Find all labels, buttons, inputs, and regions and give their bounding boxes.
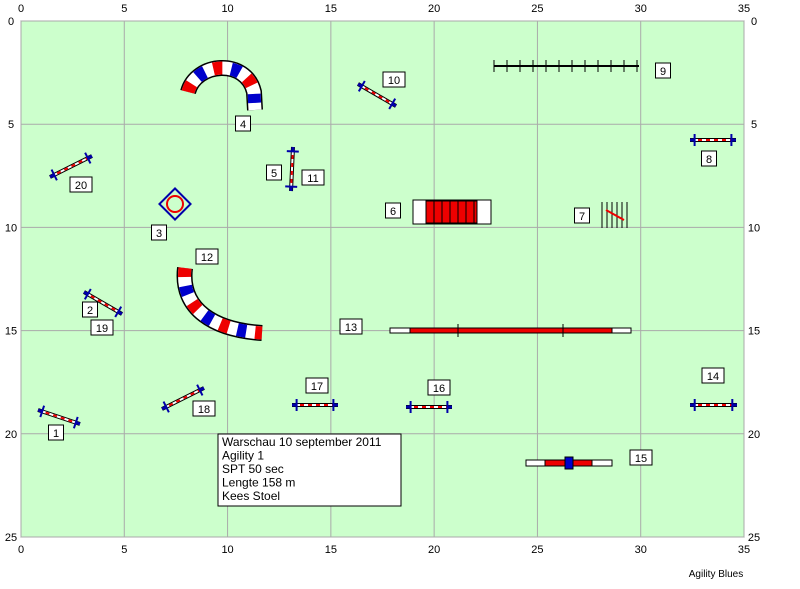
jump-post	[84, 292, 88, 294]
x-tick-label: 5	[121, 544, 127, 556]
info-line: Lengte 158 m	[222, 476, 295, 490]
obstacle-label: 6	[390, 206, 396, 218]
info-line: Warschau 10 september 2011	[222, 435, 382, 449]
jump-post	[76, 423, 80, 424]
y-tick-label: 25	[5, 532, 17, 544]
x-tick-label: 35	[738, 544, 750, 556]
obstacle-label: 10	[388, 75, 400, 87]
obstacle-label: 12	[201, 252, 213, 264]
y-tick-label: 0	[751, 16, 757, 28]
obstacle-label: 19	[96, 323, 108, 335]
jump-post	[38, 410, 42, 411]
y-tick-label: 25	[748, 532, 760, 544]
dogwalk	[410, 328, 612, 333]
x-tick-label: 20	[428, 3, 440, 15]
obstacle-label: 3	[156, 228, 162, 240]
info-line: Agility 1	[222, 449, 264, 463]
y-tick-label: 20	[748, 429, 760, 441]
x-tick-label: 25	[531, 544, 543, 556]
y-tick-label: 5	[8, 119, 14, 131]
x-tick-label: 25	[531, 3, 543, 15]
jump-post	[162, 407, 166, 409]
jump-post	[200, 388, 204, 390]
jump-post	[118, 312, 122, 314]
x-tick-label: 0	[18, 3, 24, 15]
obstacle-label: 4	[240, 119, 246, 131]
y-tick-label: 15	[5, 326, 17, 338]
y-tick-label: 0	[8, 16, 14, 28]
x-tick-label: 15	[325, 544, 337, 556]
y-tick-label: 15	[748, 326, 760, 338]
x-tick-label: 5	[121, 3, 127, 15]
y-tick-label: 5	[751, 119, 757, 131]
x-tick-label: 35	[738, 3, 750, 15]
x-tick-label: 15	[325, 3, 337, 15]
x-tick-label: 20	[428, 544, 440, 556]
obstacle-label: 5	[271, 168, 277, 180]
x-tick-label: 10	[221, 544, 233, 556]
obstacle-label: 9	[660, 66, 666, 78]
obstacle-label: 16	[433, 383, 445, 395]
jump-post	[358, 84, 362, 86]
info-line: Kees Stoel	[222, 489, 280, 503]
obstacle-label: 7	[579, 211, 585, 223]
x-tick-label: 30	[635, 3, 647, 15]
info-line: SPT 50 sec	[222, 462, 284, 476]
jump-post	[88, 156, 92, 158]
y-tick-label: 20	[5, 429, 17, 441]
y-tick-label: 10	[748, 222, 760, 234]
x-tick-label: 10	[221, 3, 233, 15]
obstacle-label: 15	[635, 453, 647, 465]
obstacle-label: 11	[307, 173, 318, 185]
jump-post	[50, 175, 54, 177]
seesaw	[565, 457, 573, 469]
obstacle-label: 1	[53, 428, 59, 440]
y-tick-label: 10	[5, 222, 17, 234]
footer: Agility Blues	[689, 569, 743, 580]
obstacle-label: 13	[345, 322, 357, 334]
obstacle-label: 18	[198, 404, 210, 416]
obstacle-label: 14	[707, 371, 719, 383]
jump-post	[392, 104, 396, 106]
x-tick-label: 0	[18, 544, 24, 556]
x-tick-label: 30	[635, 544, 647, 556]
obstacle-label: 20	[75, 180, 87, 192]
obstacle-label: 17	[311, 381, 323, 393]
obstacle-label: 8	[706, 154, 712, 166]
obstacle-label: 2	[87, 305, 93, 317]
